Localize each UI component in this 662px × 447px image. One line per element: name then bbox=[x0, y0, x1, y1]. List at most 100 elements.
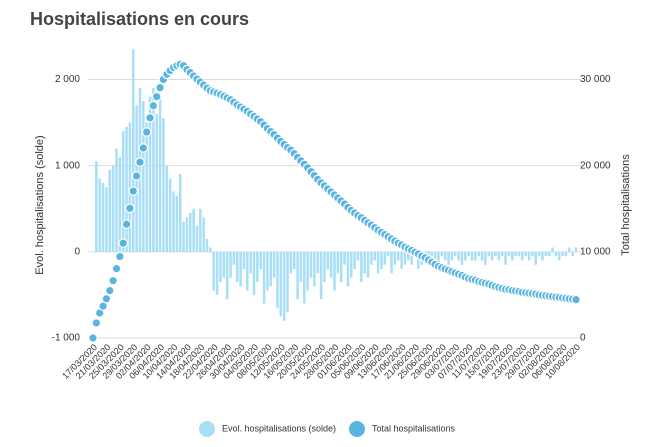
point bbox=[111, 263, 122, 274]
bar bbox=[212, 251, 216, 291]
bar bbox=[568, 247, 571, 252]
point bbox=[125, 203, 135, 214]
bar bbox=[222, 251, 226, 278]
bar bbox=[551, 247, 554, 252]
bar bbox=[276, 251, 279, 308]
bar bbox=[249, 251, 252, 274]
y2-tick-label: 0 bbox=[580, 333, 586, 344]
bar bbox=[242, 251, 246, 270]
bar bbox=[232, 251, 236, 265]
y2-tick-label: 20 000 bbox=[580, 160, 611, 171]
bar bbox=[474, 251, 477, 261]
bar bbox=[447, 251, 450, 265]
bar bbox=[239, 251, 242, 287]
point bbox=[131, 171, 142, 181]
bar bbox=[511, 251, 514, 261]
bar bbox=[182, 221, 185, 252]
bar bbox=[178, 174, 182, 252]
bar bbox=[470, 251, 474, 261]
bar bbox=[121, 131, 125, 252]
bar bbox=[346, 251, 350, 287]
bar bbox=[168, 178, 172, 252]
legend-label: Evol. hospitalisations (solde) bbox=[222, 423, 336, 433]
bar bbox=[296, 251, 299, 300]
bar bbox=[440, 251, 444, 257]
bar bbox=[504, 251, 507, 265]
bar bbox=[353, 251, 356, 270]
bar bbox=[259, 251, 262, 270]
bar bbox=[390, 251, 393, 274]
bar bbox=[142, 101, 145, 252]
bar bbox=[403, 251, 407, 265]
bar bbox=[467, 251, 470, 257]
bar bbox=[541, 251, 544, 261]
point bbox=[88, 333, 98, 343]
y-tick-label: 0 bbox=[74, 246, 80, 257]
y-tick-label: 2 000 bbox=[55, 74, 80, 85]
bar bbox=[561, 251, 564, 257]
bar bbox=[175, 195, 179, 252]
bar bbox=[165, 165, 169, 252]
bar bbox=[480, 251, 484, 261]
bar bbox=[517, 251, 521, 257]
bar bbox=[484, 251, 487, 265]
bar bbox=[380, 251, 383, 270]
y2-tick-label: 30 000 bbox=[580, 74, 611, 85]
point bbox=[151, 91, 162, 102]
bar bbox=[323, 251, 326, 282]
legend-swatch bbox=[349, 421, 365, 437]
bar bbox=[443, 251, 447, 261]
bar bbox=[383, 251, 387, 265]
bar bbox=[433, 251, 437, 261]
bar bbox=[430, 251, 434, 257]
bar bbox=[128, 122, 132, 252]
bar bbox=[326, 251, 330, 270]
bar bbox=[189, 213, 192, 252]
bar bbox=[514, 251, 517, 257]
bar bbox=[370, 251, 373, 265]
point bbox=[141, 127, 152, 137]
bar bbox=[269, 251, 273, 287]
bar bbox=[531, 251, 534, 257]
chart-title: Hospitalisations en cours bbox=[30, 9, 249, 29]
bar bbox=[410, 251, 413, 265]
y2-tick-label: 10 000 bbox=[580, 246, 611, 257]
bar bbox=[145, 122, 148, 252]
bar bbox=[246, 251, 249, 291]
bar bbox=[343, 251, 346, 265]
point bbox=[128, 186, 139, 196]
y-axis-title: Evol. hospitalisations (solde) bbox=[34, 135, 46, 274]
bar bbox=[350, 251, 353, 278]
bar bbox=[497, 251, 501, 261]
bar bbox=[111, 165, 115, 252]
bar bbox=[202, 217, 205, 252]
bar bbox=[262, 251, 266, 304]
y2-axis-title: Total hospitalisations bbox=[620, 154, 632, 256]
point bbox=[118, 238, 128, 249]
bar bbox=[125, 126, 128, 252]
point bbox=[108, 275, 118, 286]
bar bbox=[417, 251, 420, 270]
bar bbox=[453, 251, 457, 257]
bar bbox=[209, 247, 212, 252]
bar bbox=[292, 251, 296, 270]
bar bbox=[225, 251, 229, 300]
point bbox=[104, 285, 115, 296]
bar bbox=[266, 251, 269, 291]
bar bbox=[507, 251, 511, 257]
legend-swatch bbox=[199, 421, 215, 437]
bar bbox=[148, 96, 152, 252]
bar bbox=[282, 251, 286, 321]
bar bbox=[235, 251, 239, 282]
bar bbox=[131, 49, 135, 252]
bar bbox=[571, 251, 574, 257]
bar bbox=[500, 251, 504, 257]
bar bbox=[115, 148, 118, 252]
point bbox=[138, 143, 149, 153]
bar bbox=[158, 96, 162, 252]
bar bbox=[547, 251, 551, 257]
bar bbox=[195, 225, 199, 252]
bar bbox=[286, 251, 289, 313]
bar bbox=[205, 238, 209, 252]
bar bbox=[557, 251, 561, 261]
